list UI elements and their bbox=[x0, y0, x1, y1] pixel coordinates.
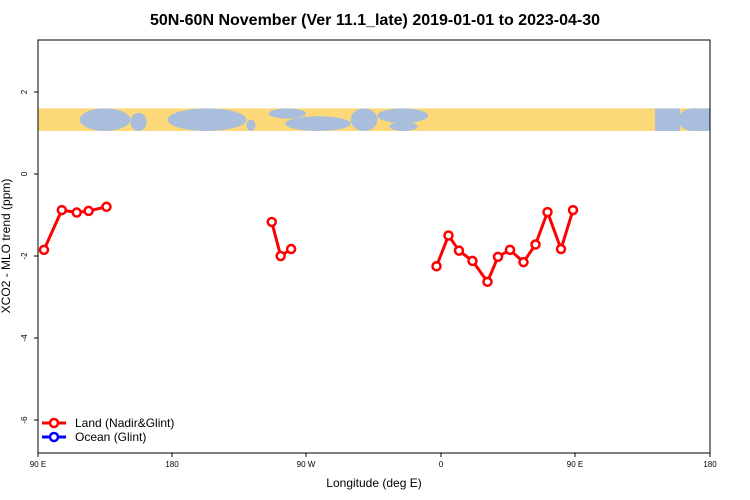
x-tick-label: 90 E bbox=[567, 460, 583, 469]
map-ocean-region bbox=[655, 108, 680, 131]
y-axis: 2 0 -2 -4 -6 bbox=[20, 89, 38, 424]
data-point bbox=[482, 276, 493, 288]
data-point bbox=[71, 207, 82, 218]
x-axis-label: Longitude (deg E) bbox=[326, 476, 421, 490]
y-tick-label: 0 bbox=[20, 171, 29, 176]
map-ocean-region bbox=[268, 108, 306, 119]
legend-label: Land (Nadir&Glint) bbox=[75, 416, 174, 430]
data-point bbox=[101, 201, 112, 213]
map-ocean-region bbox=[692, 108, 710, 131]
y-tick-label: 2 bbox=[20, 89, 29, 94]
world-map-band bbox=[38, 108, 710, 131]
y-tick-label: -6 bbox=[20, 416, 29, 424]
data-point bbox=[56, 204, 68, 216]
x-tick-label: 90 W bbox=[297, 460, 316, 469]
x-axis: 90 E 180 90 W 0 90 E 180 bbox=[30, 453, 717, 469]
data-point bbox=[530, 239, 541, 250]
data-point bbox=[492, 251, 504, 263]
data-point bbox=[518, 256, 529, 268]
legend-marker bbox=[48, 431, 60, 443]
data-point bbox=[266, 216, 278, 228]
data-point bbox=[555, 243, 567, 255]
map-ocean-region bbox=[350, 108, 378, 131]
x-tick-label: 180 bbox=[703, 460, 717, 469]
x-tick-label: 90 E bbox=[30, 460, 46, 469]
data-point bbox=[83, 205, 94, 217]
data-point bbox=[467, 255, 478, 267]
y-tick-label: -4 bbox=[20, 334, 29, 342]
map-ocean-region bbox=[79, 108, 131, 131]
series-layer bbox=[38, 201, 579, 288]
data-point bbox=[504, 244, 516, 256]
map-ocean-region bbox=[167, 108, 247, 131]
data-point bbox=[38, 244, 50, 256]
data-point bbox=[567, 204, 579, 216]
data-point bbox=[443, 230, 454, 241]
y-axis-label: XCO2 - MLO trend (ppm) bbox=[0, 179, 13, 314]
data-point bbox=[453, 245, 465, 256]
x-tick-label: 180 bbox=[165, 460, 179, 469]
y-tick-label: -2 bbox=[20, 252, 29, 260]
map-ocean-region bbox=[130, 112, 147, 131]
map-ocean-region bbox=[377, 108, 429, 124]
plot-frame bbox=[37, 39, 711, 454]
legend-marker bbox=[48, 417, 60, 429]
chart-title: 50N-60N November (Ver 11.1_late) 2019-01… bbox=[150, 12, 600, 29]
map-ocean-region bbox=[285, 116, 351, 131]
data-point bbox=[542, 206, 553, 218]
data-point bbox=[431, 261, 442, 272]
data-point bbox=[275, 250, 286, 262]
map-ocean-region bbox=[389, 121, 418, 131]
legend: Land (Nadir&Glint)Ocean (Glint) bbox=[42, 416, 174, 444]
legend-label: Ocean (Glint) bbox=[75, 430, 146, 444]
data-point bbox=[285, 243, 297, 255]
map-ocean-region bbox=[246, 119, 256, 131]
x-tick-label: 0 bbox=[439, 460, 444, 469]
